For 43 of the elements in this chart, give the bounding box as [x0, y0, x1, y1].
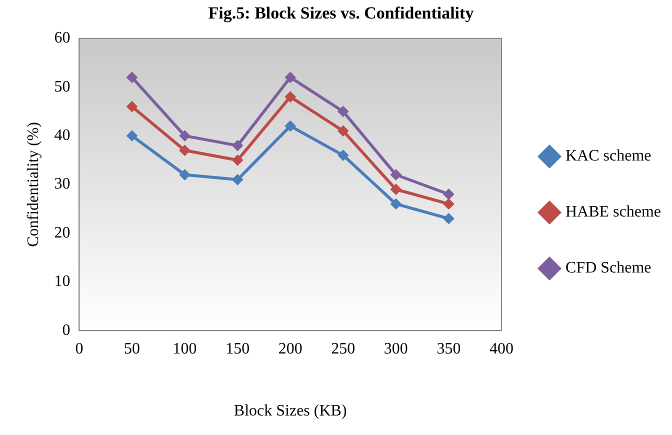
y-tick-label: 20: [54, 224, 70, 242]
point: [443, 213, 454, 224]
legend-label: KAC scheme: [566, 148, 652, 165]
point: [179, 144, 190, 156]
point: [232, 154, 244, 166]
y-tick-label: 50: [54, 78, 70, 96]
point: [338, 125, 349, 136]
point: [284, 120, 296, 132]
point: [443, 188, 454, 200]
legend-label: HABE scheme: [566, 204, 662, 221]
legend-label: CFD Scheme: [566, 260, 652, 277]
point: [126, 130, 138, 142]
y-tick-label: 60: [54, 30, 70, 47]
point: [232, 174, 244, 186]
point: [179, 169, 190, 180]
x-tick-label: 150: [226, 340, 250, 358]
point: [179, 130, 190, 142]
y-tick-label: 40: [54, 127, 70, 144]
point: [126, 101, 138, 112]
point: [390, 198, 402, 210]
point: [390, 184, 402, 195]
point: [338, 106, 349, 117]
x-axis-title: Block Sizes (KB): [234, 402, 347, 420]
x-tick-label: 350: [436, 340, 461, 358]
y-tick-label: 0: [62, 322, 70, 339]
point: [284, 91, 296, 102]
x-tick-label: 400: [490, 340, 514, 358]
x-tick-label: 100: [172, 340, 197, 358]
point: [126, 72, 138, 83]
point: [443, 198, 454, 210]
point: [284, 72, 296, 83]
point: [390, 169, 402, 180]
y-axis-title: Confidentiality (%): [24, 122, 42, 247]
x-tick-label: 50: [124, 340, 140, 358]
x-tick-label: 300: [384, 340, 408, 358]
point: [232, 140, 244, 152]
x-tick-label: 250: [331, 340, 356, 358]
y-tick-label: 10: [54, 273, 70, 290]
chart-title: Fig.5: Block Sizes vs. Confidentiality: [208, 4, 474, 23]
y-tick-label: 30: [54, 176, 70, 193]
x-tick-label: 200: [278, 340, 302, 358]
x-tick-label: 0: [75, 340, 84, 358]
point: [338, 150, 349, 161]
